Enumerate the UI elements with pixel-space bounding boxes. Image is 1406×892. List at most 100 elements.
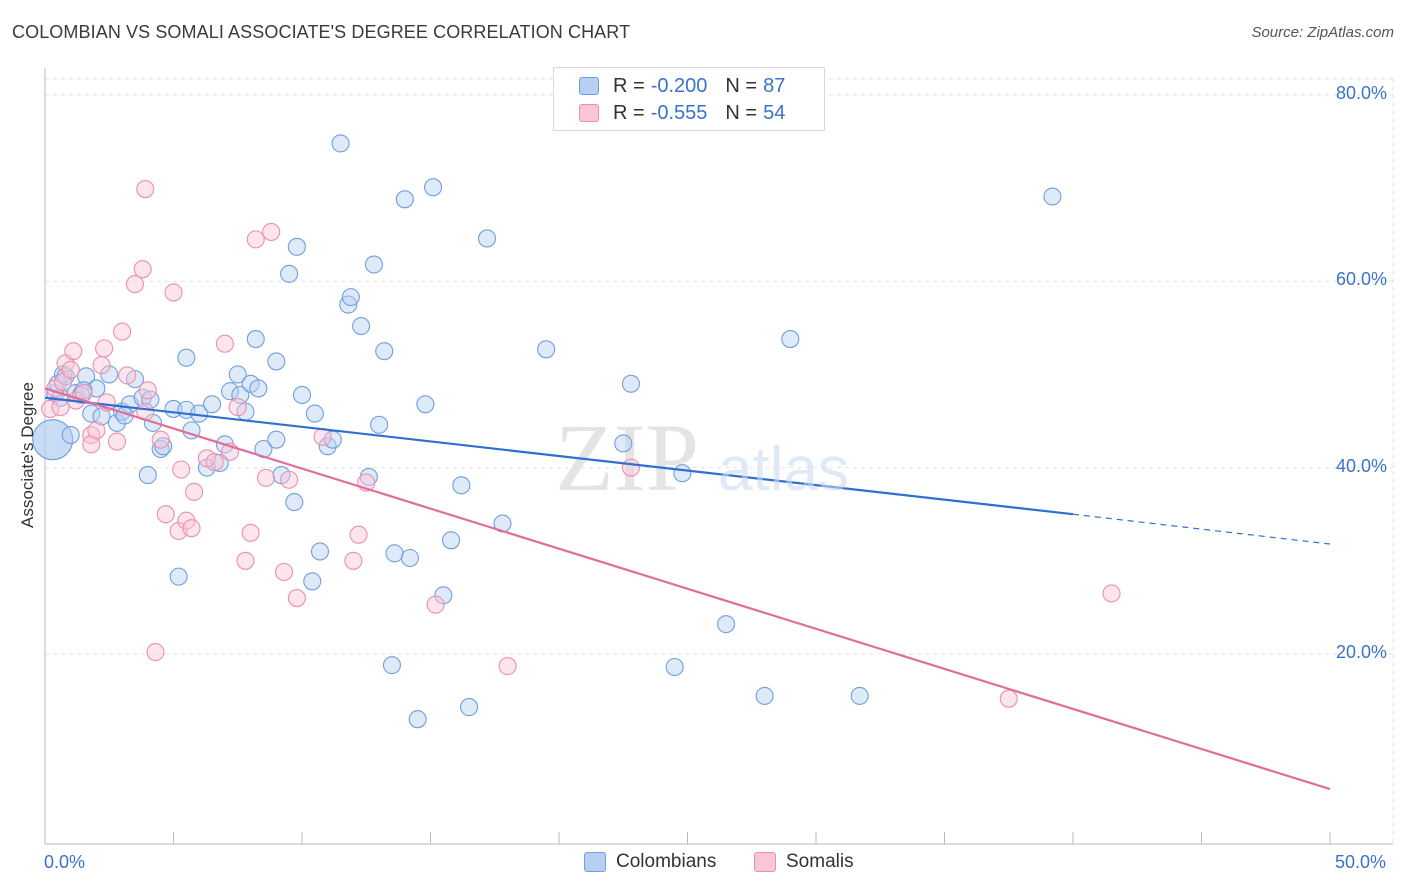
colombians-point <box>850 686 869 705</box>
somalis-point <box>146 643 165 662</box>
somalis-point <box>256 468 276 487</box>
colombians-point <box>442 531 461 550</box>
colombians-point <box>375 342 394 361</box>
colombians-point <box>151 439 170 459</box>
colombians-point <box>220 382 240 401</box>
legend-item-colombians[interactable]: Colombians <box>584 851 716 873</box>
chart-title: COLOMBIAN VS SOMALI ASSOCIATE'S DEGREE C… <box>12 22 631 42</box>
colombians-point <box>177 348 196 367</box>
legend-row-somalis: R = -0.555 N = 54 <box>554 100 785 126</box>
colombians-point <box>755 686 774 705</box>
somalis-point <box>246 230 265 249</box>
colombians-trend-extension <box>1072 513 1331 545</box>
colombians-point <box>716 615 736 634</box>
colombians-point <box>267 430 286 449</box>
colombians-point <box>408 710 427 729</box>
colombians-point <box>364 255 384 274</box>
n-value: 87 <box>763 74 786 97</box>
somalis-point <box>136 180 155 199</box>
somalis-point <box>87 421 106 440</box>
colombians-point <box>92 407 111 426</box>
somalis-point <box>241 523 260 542</box>
r-label: R = <box>613 101 645 124</box>
somalis-point <box>172 460 191 479</box>
somalis-point <box>133 260 152 279</box>
colombians-point <box>452 476 471 495</box>
somalis-point <box>280 470 299 489</box>
trend-lines <box>44 387 1331 791</box>
somalis-point <box>182 519 201 538</box>
somalis-swatch <box>579 104 599 122</box>
somalis-point <box>95 339 114 358</box>
colombians-point <box>228 365 247 384</box>
colombians-point <box>280 264 299 283</box>
somalis-point <box>125 275 144 294</box>
colombians-points <box>32 134 1062 729</box>
somalis-point <box>107 432 127 451</box>
legend-label-somalis: Somalis <box>786 851 854 872</box>
colombians-point <box>400 548 419 568</box>
colombians-point <box>203 395 222 414</box>
somalis-swatch <box>754 852 776 872</box>
colombians-point <box>339 295 358 314</box>
somalis-point <box>228 398 247 417</box>
somalis-point <box>156 505 175 524</box>
n-label: N = <box>725 101 758 124</box>
somalis-point <box>236 551 255 570</box>
x-tick-label-max: 50.0% <box>1335 852 1387 872</box>
somalis-point <box>274 562 294 582</box>
somalis-point <box>498 657 517 676</box>
colombians-point <box>781 330 800 349</box>
somalis-point <box>61 360 80 379</box>
n-value: 54 <box>763 101 786 124</box>
y-tick-label: 40.0% <box>1336 455 1388 476</box>
colombians-point <box>459 698 479 717</box>
r-label: R = <box>613 74 645 97</box>
colombians-point <box>621 374 641 393</box>
colombians-point <box>287 237 306 256</box>
colombians-point <box>395 190 414 209</box>
somalis-trend-line <box>44 387 1331 791</box>
x-tick-label-min: 0.0% <box>44 852 86 872</box>
colombians-point <box>32 419 74 461</box>
colombians-point <box>249 379 268 398</box>
colombians-point <box>292 385 312 405</box>
series-legend: Colombians Somalis <box>0 851 1406 877</box>
colombians-point <box>1043 187 1062 206</box>
y-tick-label: 60.0% <box>1336 269 1388 290</box>
colombians-point <box>267 352 286 371</box>
somalis-point <box>349 525 368 544</box>
colombians-point <box>370 415 389 434</box>
legend-label-colombians: Colombians <box>616 851 717 872</box>
colombians-point <box>331 134 350 153</box>
colombians-point <box>434 586 453 605</box>
somalis-point <box>92 356 111 375</box>
colombians-swatch <box>579 77 599 95</box>
y-axis-label: Associate's Degree <box>18 382 37 528</box>
somalis-point <box>138 381 157 400</box>
colombians-trend-line <box>44 396 1074 516</box>
somalis-point <box>113 322 132 341</box>
r-value: -0.200 <box>650 74 708 97</box>
colombians-point <box>138 466 157 485</box>
colombians-point <box>382 656 402 675</box>
colombians-point <box>169 567 188 586</box>
colombians-point <box>107 413 127 432</box>
somalis-point <box>262 222 281 241</box>
colombians-point <box>100 365 119 384</box>
colombians-point <box>82 404 101 423</box>
somalis-point <box>1102 584 1121 603</box>
n-label: N = <box>725 74 758 97</box>
colombians-point <box>416 395 435 414</box>
colombians-point <box>614 434 633 453</box>
somalis-point <box>344 551 363 570</box>
somalis-point <box>185 482 204 501</box>
somalis-point <box>287 589 306 608</box>
colombians-point <box>310 542 330 561</box>
somalis-point <box>118 366 137 385</box>
legend-item-somalis[interactable]: Somalis <box>754 851 854 873</box>
colombians-point <box>352 316 371 336</box>
somalis-point <box>426 595 445 614</box>
colombians-point <box>665 657 684 677</box>
